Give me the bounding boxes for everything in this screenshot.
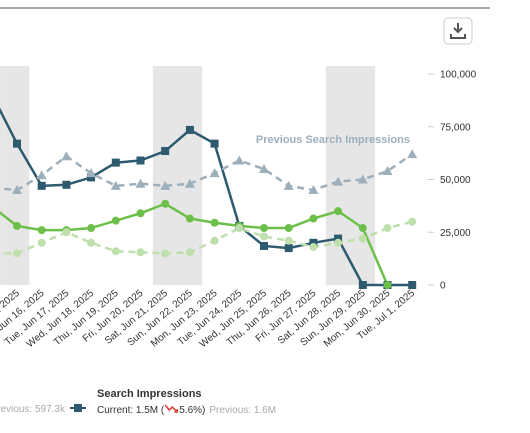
marker — [383, 281, 392, 289]
series-line — [0, 220, 413, 255]
marker — [260, 232, 268, 241]
marker — [358, 224, 367, 233]
marker — [87, 173, 96, 182]
y-tick-label: 75,000 — [440, 122, 471, 133]
legend-previous: Previous: 1.6M — [209, 405, 276, 416]
marker — [37, 238, 46, 247]
marker — [37, 181, 46, 190]
marker — [185, 214, 194, 223]
marker — [136, 156, 145, 165]
weekend-band — [325, 66, 351, 285]
marker — [161, 147, 170, 156]
marker — [12, 185, 22, 195]
legend-series-name: Search Impressions — [97, 388, 202, 400]
marker — [111, 216, 120, 225]
marker — [185, 125, 194, 134]
marker — [36, 170, 47, 180]
marker — [184, 178, 195, 188]
marker — [111, 158, 120, 167]
marker — [235, 224, 244, 233]
marker — [87, 238, 96, 247]
marker — [383, 224, 392, 233]
marker — [13, 139, 21, 148]
marker — [309, 243, 318, 252]
legend-change: 5.6%) — [179, 405, 205, 416]
marker — [209, 168, 220, 178]
marker — [334, 207, 343, 216]
marker — [61, 151, 72, 161]
marker — [283, 180, 294, 190]
marker — [308, 185, 319, 195]
marker — [161, 199, 170, 208]
marker — [259, 163, 269, 173]
download-button[interactable] — [443, 17, 473, 45]
weekend-band — [4, 66, 30, 285]
marker — [234, 155, 245, 165]
weekend-band — [152, 66, 178, 285]
y-tick-label: 50,000 — [440, 175, 471, 186]
marker — [210, 218, 219, 227]
marker — [284, 224, 293, 233]
marker — [111, 247, 120, 256]
weekend-band — [0, 66, 5, 285]
marker — [358, 234, 367, 243]
legend-change-arrow — [164, 404, 179, 413]
marker — [334, 238, 343, 247]
marker — [135, 178, 146, 188]
marker — [407, 149, 418, 159]
marker — [333, 176, 344, 186]
marker — [87, 224, 96, 233]
legend-current: Current: 1.5M ( — [97, 405, 165, 416]
marker — [382, 166, 393, 176]
marker — [260, 224, 268, 233]
marker — [408, 281, 417, 289]
y-tick-label: 25,000 — [440, 228, 471, 239]
marker — [358, 281, 367, 289]
series-annotation: Previous Search Impressions — [256, 134, 410, 146]
marker — [408, 217, 417, 226]
series-line — [0, 153, 413, 192]
legend-previous: Previous: 597.3k — [0, 404, 66, 415]
marker — [37, 226, 46, 235]
marker — [62, 180, 71, 189]
marker — [136, 248, 145, 257]
marker — [62, 228, 71, 237]
y-tick-label: 100,000 — [440, 70, 477, 81]
marker — [210, 236, 219, 245]
marker — [86, 168, 97, 178]
marker — [210, 139, 219, 148]
marker — [160, 180, 171, 190]
marker — [260, 241, 268, 250]
marker — [110, 180, 121, 190]
marker — [334, 234, 343, 243]
marker — [136, 209, 145, 218]
marker — [13, 249, 21, 258]
marker — [309, 238, 318, 247]
marker — [185, 248, 194, 257]
marker — [284, 236, 293, 245]
marker — [161, 249, 170, 258]
series-line — [0, 107, 413, 287]
legend-marker — [74, 404, 82, 412]
marker — [284, 244, 293, 253]
y-tick-label: 0 — [440, 281, 446, 292]
marker — [13, 221, 21, 230]
download-icon[interactable] — [450, 23, 466, 39]
marker — [357, 174, 368, 184]
marker — [309, 214, 318, 223]
